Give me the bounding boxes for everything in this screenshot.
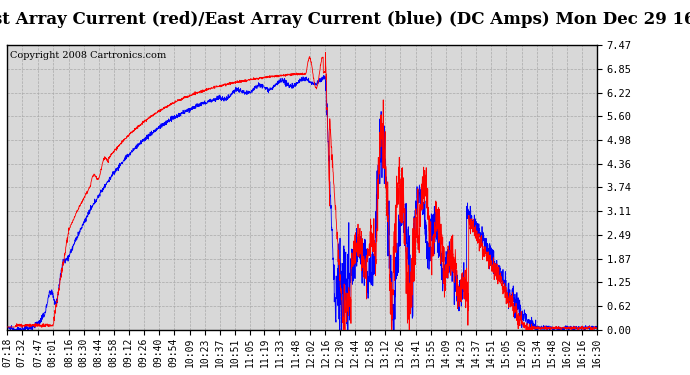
Text: West Array Current (red)/East Array Current (blue) (DC Amps) Mon Dec 29 16:33: West Array Current (red)/East Array Curr… (0, 11, 690, 28)
Text: Copyright 2008 Cartronics.com: Copyright 2008 Cartronics.com (10, 51, 166, 60)
